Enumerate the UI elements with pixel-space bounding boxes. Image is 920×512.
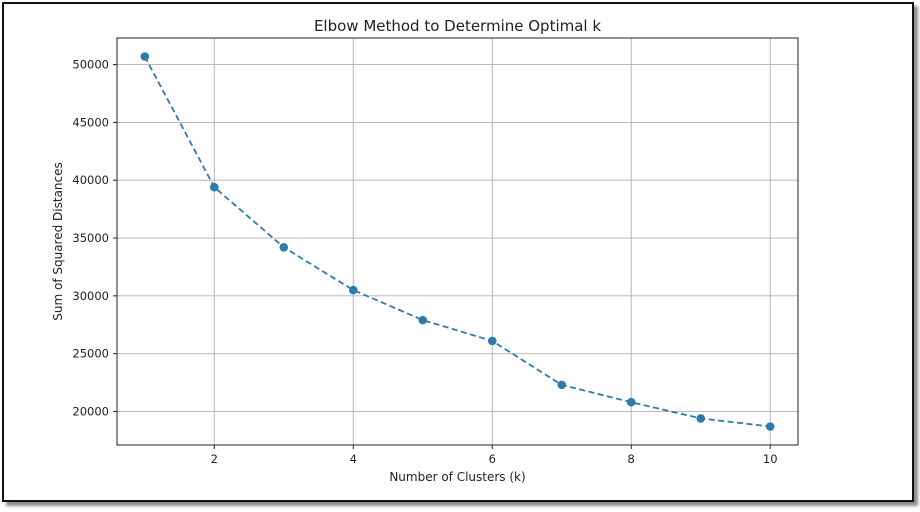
y-tick-label: 35000 — [72, 231, 109, 245]
data-point-marker — [487, 336, 497, 346]
data-point-marker — [696, 414, 706, 423]
data-point-marker — [279, 242, 289, 252]
x-tick-label: 4 — [350, 452, 357, 466]
x-axis-label: Number of Clusters (k) — [389, 470, 525, 484]
plot-area — [116, 37, 799, 446]
series-dashed-line — [144, 56, 771, 428]
x-tick-label: 8 — [628, 452, 635, 466]
axis-ticks: 2 4 6 8 10 20000 25000 30000 35000 40000 45000 5000… — [72, 58, 777, 466]
x-tick-label: 10 — [763, 452, 778, 466]
data-point-marker — [557, 380, 567, 390]
chart-title: Elbow Method to Determine Optimal k — [314, 17, 601, 35]
data-point-marker — [348, 285, 358, 295]
data-point-marker — [765, 422, 775, 431]
y-axis-label: Sum of Squared Distances — [51, 162, 65, 321]
data-point-marker — [209, 182, 219, 192]
grid-lines — [117, 38, 798, 445]
y-tick-label: 45000 — [72, 115, 109, 129]
y-tick-label: 30000 — [72, 289, 109, 303]
x-tick-label: 6 — [489, 452, 496, 466]
y-tick-label: 25000 — [72, 347, 109, 361]
y-tick-label: 20000 — [72, 404, 109, 418]
data-point-marker — [140, 52, 150, 61]
y-tick-label: 40000 — [72, 173, 109, 187]
figure-frame — [2, 2, 914, 502]
y-tick-label: 50000 — [72, 58, 109, 72]
data-point-marker — [626, 397, 636, 407]
data-point-marker — [418, 315, 428, 325]
x-tick-label: 2 — [211, 452, 218, 466]
series-line — [140, 52, 775, 431]
